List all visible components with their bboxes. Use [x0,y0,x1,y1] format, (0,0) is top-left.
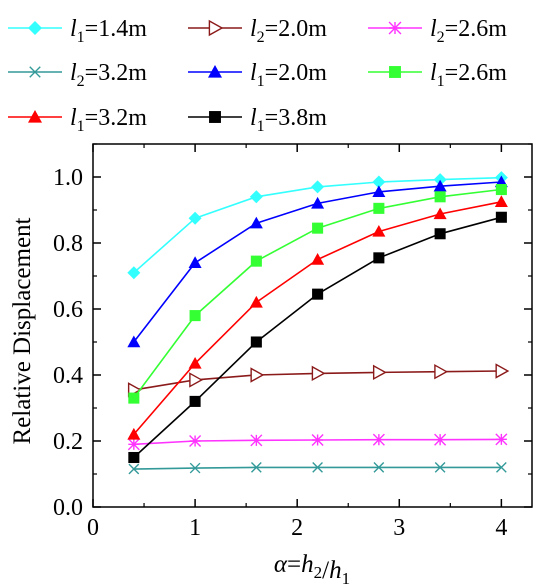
plot-area: 0 1 2 3 4 0.0 0.2 0.4 0.6 0.8 1.0 [53,144,532,541]
y-axis-label: Relative Displacement [9,217,36,444]
data-point [128,452,139,463]
legend-marker [209,21,222,35]
data-point [251,369,263,382]
legend-item-3: l2=2.6m [368,16,507,46]
data-point [251,336,262,347]
data-point [190,396,201,407]
legend-item-8: l1=3.8m [188,105,327,135]
series-line-7 [134,202,502,435]
data-point [251,435,262,446]
legend-label: l1=3.2m [70,105,147,135]
y-tick-label: 1.0 [53,165,83,191]
y-tick-label: 0.2 [53,429,83,455]
data-point [189,256,202,268]
data-point [190,435,201,446]
series-3 [128,434,507,450]
series-2 [129,365,508,397]
data-point [250,190,263,203]
plot-frame [93,144,532,507]
data-point [495,195,508,207]
data-point [373,203,384,214]
data-point [128,393,139,404]
legend-label: l1=2.0m [250,60,327,90]
legend-item-2: l2=2.0m [188,16,327,46]
legend-marker [209,111,221,123]
data-point [312,223,323,234]
legend-item-7: l1=3.2m [8,105,147,135]
y-tick-label: 0.0 [53,495,83,521]
series-4 [129,463,506,474]
legend: l1=1.4m l2=2.0m l2=2.6m l2=3.2m l1=2.0m l1=2.… [8,16,507,135]
legend-label: l2=2.6m [430,16,507,46]
y-tick-label: 0.4 [53,363,83,389]
legend-label: l1=1.4m [70,16,147,46]
x-tick-label: 4 [495,515,507,541]
legend-marker [389,66,401,78]
data-point [373,252,384,263]
legend-marker [389,22,401,34]
legend-item-5: l1=2.0m [188,60,327,90]
data-point [312,434,323,445]
y-tick-label: 0.6 [53,297,83,323]
y-tick-label: 0.8 [53,231,83,257]
legend-label: l2=2.0m [250,16,327,46]
data-point [311,253,324,265]
data-point [128,439,139,450]
legend-item-6: l1=2.6m [368,60,507,90]
x-tick-label: 1 [189,515,201,541]
x-tick-label: 0 [87,515,99,541]
data-point [435,191,446,202]
data-point [312,367,324,380]
data-point [496,212,507,223]
data-point [251,256,262,267]
legend-item-4: l2=3.2m [8,60,147,90]
data-point [250,296,263,308]
data-point [311,180,324,193]
legend-label: l1=2.6m [430,60,507,90]
data-point [190,373,202,386]
data-point [435,434,446,445]
data-point [435,365,447,378]
x-axis-label: α=h2/h1 [274,551,350,587]
legend-label: l2=3.2m [70,60,147,90]
x-tick-label: 2 [291,515,303,541]
data-point [190,310,201,321]
legend-marker [28,21,42,35]
data-point [496,434,507,445]
x-axis-label-text: α=h2/h1 [274,551,350,587]
legend-item-1: l1=1.4m [8,16,147,46]
legend-label: l1=3.8m [250,105,327,135]
data-point [374,366,386,379]
x-tick-label: 3 [393,515,405,541]
data-point [373,434,384,445]
data-point [312,289,323,300]
data-point [435,228,446,239]
data-point [496,184,507,195]
data-point [496,365,508,378]
series-8 [128,212,507,463]
